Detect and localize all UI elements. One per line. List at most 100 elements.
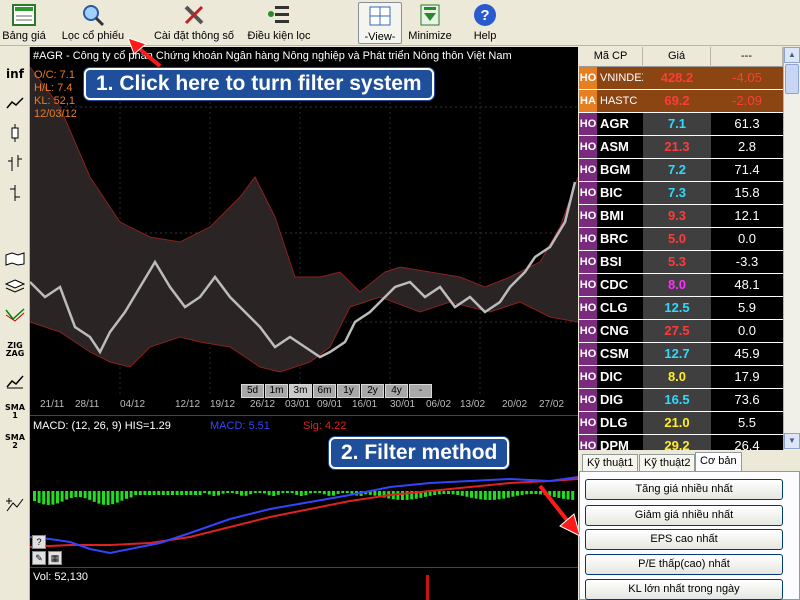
macd-histogram-bar <box>493 491 496 500</box>
price-board-button[interactable]: Bảng giá <box>2 2 46 44</box>
change-cell: 0.0 <box>711 320 783 342</box>
period-button[interactable]: 3m <box>289 384 312 398</box>
date-tick-label: 21/11 <box>40 399 65 410</box>
view-button[interactable]: -View- <box>358 2 402 44</box>
price-line <box>30 181 577 359</box>
quote-row[interactable]: HO DPM 29.2 26.4 <box>579 435 783 450</box>
macd-histogram-bar <box>539 491 542 495</box>
exchange-badge: HO <box>579 274 597 296</box>
period-button[interactable]: 4y <box>385 384 408 398</box>
layers-icon <box>4 278 26 298</box>
price-cell: 428.2 <box>643 67 711 89</box>
macd-histogram-bar <box>60 491 64 502</box>
macd-histogram-bar <box>258 491 262 493</box>
quote-row[interactable]: HO BMI 9.3 12.1 <box>579 205 783 228</box>
draw-line-icon <box>6 497 24 516</box>
settings-button[interactable]: Cài đặt thông số <box>150 2 238 44</box>
minimize-icon <box>417 2 443 28</box>
macd-histogram-bar <box>470 491 473 498</box>
scroll-thumb[interactable] <box>785 64 799 94</box>
line-chart-tool[interactable] <box>2 91 28 117</box>
quote-row[interactable]: HO AGR 7.1 61.3 <box>579 113 783 136</box>
quote-row[interactable]: HO CDC 8.0 48.1 <box>579 274 783 297</box>
chart-calc-button[interactable]: ▦ <box>48 551 62 565</box>
quote-row[interactable]: HO VNINDEX 428.2 -4.05 <box>579 67 783 90</box>
macd-histogram-bar <box>497 491 501 500</box>
col-symbol-header[interactable]: Mã CP <box>579 47 643 67</box>
quote-row[interactable]: HO CSM 12.7 45.9 <box>579 343 783 366</box>
price-cell: 29.2 <box>643 435 711 450</box>
macd-histogram-bar <box>138 491 142 495</box>
signal-value: Sig: 4.22 <box>303 420 347 432</box>
filter-pe-button[interactable]: P/E thấp(cao) nhất <box>585 554 783 575</box>
macd-histogram-bar <box>106 491 110 505</box>
layers-tool[interactable] <box>2 275 28 301</box>
date-tick-label: 27/02 <box>539 399 565 410</box>
quote-row[interactable]: HO DLG 21.0 5.5 <box>579 412 783 435</box>
col-change-header[interactable]: --- <box>711 47 783 67</box>
tab-fundamental[interactable]: Cơ bản <box>695 452 742 473</box>
macd-histogram-bar <box>562 491 565 499</box>
period-button[interactable]: 2y <box>361 384 384 398</box>
indicator-tool[interactable] <box>2 303 28 329</box>
quote-row[interactable]: HO BGM 7.2 71.4 <box>579 159 783 182</box>
quote-row[interactable]: HO CLG 12.5 5.9 <box>579 297 783 320</box>
stock-filter-label: Lọc cổ phiếu <box>61 30 125 42</box>
draw-line-tool[interactable] <box>2 493 28 519</box>
period-button[interactable]: 5d <box>241 384 264 398</box>
quote-row[interactable]: HO DIG 16.5 73.6 <box>579 389 783 412</box>
date-tick-label: 30/01 <box>390 399 416 410</box>
chart-tool-button[interactable]: ✎ <box>32 551 46 565</box>
zigzag-tool[interactable]: ZIG ZAG <box>5 341 25 358</box>
quote-scrollbar[interactable]: ▲ ▼ <box>783 47 800 450</box>
macd-histogram-bar <box>226 491 230 493</box>
exchange-badge: HO <box>579 251 597 273</box>
map-tool[interactable] <box>2 247 28 273</box>
filter-top-gainers-button[interactable]: Tăng giá nhiều nhất <box>585 479 783 500</box>
quote-row[interactable]: HO BSI 5.3 -3.3 <box>579 251 783 274</box>
price-cell: 8.0 <box>643 274 711 296</box>
period-button[interactable]: 6m <box>313 384 336 398</box>
stock-filter-button[interactable]: Lọc cổ phiếu <box>58 2 128 44</box>
macd-histogram-bar <box>442 491 446 495</box>
scroll-up-icon[interactable]: ▲ <box>784 47 800 63</box>
minimize-button[interactable]: Minimize <box>406 2 454 44</box>
period-button[interactable]: 1m <box>265 384 288 398</box>
chart-help-button[interactable]: ? <box>32 535 46 549</box>
trend-tool[interactable] <box>2 369 28 395</box>
macd-histogram-bar <box>451 491 455 495</box>
map-icon <box>5 251 25 269</box>
macd-histogram-bar <box>479 491 483 500</box>
price-cell: 8.0 <box>643 366 711 388</box>
quote-row[interactable]: HO BIC 7.3 15.8 <box>579 182 783 205</box>
price-cell: 7.3 <box>643 182 711 204</box>
macd-histogram-bar <box>437 491 441 495</box>
sma1-tool[interactable]: SMA 1 <box>5 403 25 420</box>
bar-tool[interactable] <box>2 181 28 207</box>
quote-row[interactable]: HO CNG 27.5 0.0 <box>579 320 783 343</box>
quote-row[interactable]: HO BRC 5.0 0.0 <box>579 228 783 251</box>
filter-top-losers-button[interactable]: Giảm giá nhiều nhất <box>585 505 783 526</box>
quote-row[interactable]: HA HASTC 69.2 -2.09 <box>579 90 783 113</box>
help-button[interactable]: ? Help <box>468 2 502 44</box>
price-cell: 5.3 <box>643 251 711 273</box>
tab-technical-1[interactable]: Kỹ thuật1 <box>582 454 639 472</box>
macd-histogram-bar <box>134 491 138 495</box>
sma2-tool[interactable]: SMA 2 <box>5 433 25 450</box>
tab-technical-2[interactable]: Kỹ thuật2 <box>639 454 696 472</box>
filter-conditions-button[interactable]: Điều kiện lọc <box>246 2 312 44</box>
filter-highest-eps-button[interactable]: EPS cao nhất <box>585 529 783 550</box>
filter-top-volume-button[interactable]: KL lớn nhất trong ngày <box>585 579 783 600</box>
chart-title: #AGR - Công ty cổ phần Chứng khoán Ngân … <box>33 50 512 62</box>
ohlc-bar-tool[interactable] <box>2 151 28 177</box>
macd-histogram-bar <box>92 491 96 502</box>
info-tool[interactable]: inf <box>6 67 24 81</box>
candlestick-tool[interactable] <box>2 121 28 147</box>
scroll-down-icon[interactable]: ▼ <box>784 433 800 449</box>
quote-row[interactable]: HO ASM 21.3 2.8 <box>579 136 783 159</box>
stock-chart[interactable]: #AGR - Công ty cổ phần Chứng khoán Ngân … <box>30 47 578 600</box>
period-button[interactable]: - <box>409 384 432 398</box>
col-price-header[interactable]: Giá <box>643 47 711 67</box>
quote-row[interactable]: HO DIC 8.0 17.9 <box>579 366 783 389</box>
period-button[interactable]: 1y <box>337 384 360 398</box>
